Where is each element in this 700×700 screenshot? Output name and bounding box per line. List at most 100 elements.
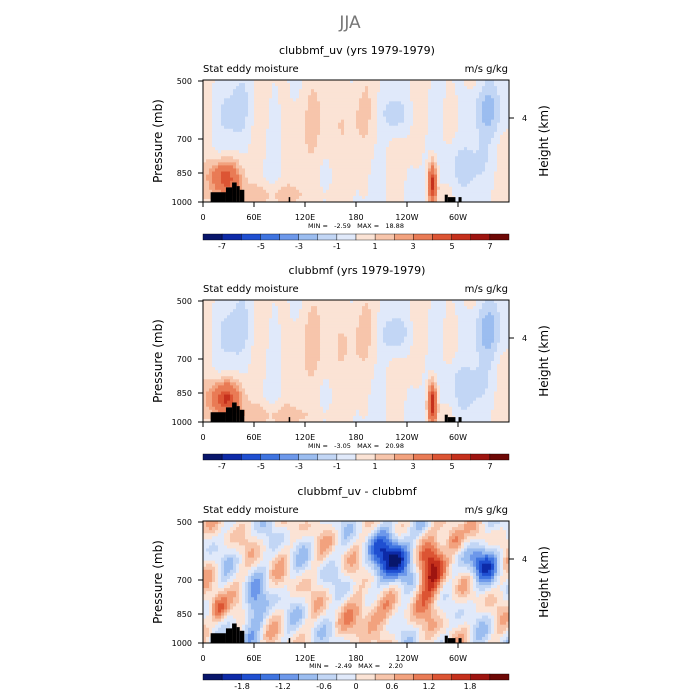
contour-cell	[314, 174, 318, 178]
contour-cell	[470, 159, 474, 163]
contour-cell	[335, 156, 339, 160]
contour-cell	[452, 134, 456, 139]
contour-cell	[407, 101, 411, 105]
contour-cell	[335, 141, 339, 145]
contour-cell	[494, 128, 498, 133]
contour-cell	[230, 113, 234, 117]
contour-cell	[308, 122, 312, 127]
contour-cell	[440, 137, 444, 142]
contour-cell	[437, 83, 441, 87]
contour-cell	[413, 89, 417, 93]
contour-cell	[485, 300, 489, 304]
contour-cell	[410, 300, 414, 304]
colorbar-swatch	[260, 233, 280, 241]
contour-cell	[245, 131, 249, 136]
contour-cell	[314, 104, 318, 108]
contour-cell	[383, 122, 387, 127]
contour-cell	[248, 318, 252, 322]
contour-cell	[368, 180, 372, 185]
contour-cell	[266, 177, 270, 182]
contour-cell	[410, 104, 414, 108]
contour-cell	[272, 95, 276, 99]
contour-cell	[386, 180, 390, 185]
contour-cell	[206, 137, 210, 142]
contour-cell	[407, 312, 411, 316]
contour-cell	[401, 189, 405, 194]
contour-cell	[257, 104, 261, 108]
contour-cell	[209, 125, 213, 130]
contour-cell	[386, 162, 390, 166]
contour-cell	[467, 147, 471, 151]
contour-cell	[467, 144, 471, 148]
contour-cell	[293, 144, 297, 148]
contour-cell	[464, 113, 468, 117]
contour-cell	[425, 92, 429, 96]
contour-cell	[254, 192, 258, 197]
contour-cell	[470, 195, 474, 200]
contour-cell	[269, 162, 273, 166]
contour-cell	[224, 110, 228, 114]
contour-cell	[341, 150, 345, 154]
contour-cell	[323, 125, 327, 130]
contour-cell	[233, 303, 237, 307]
contour-cell	[242, 174, 246, 178]
contour-cell	[377, 306, 381, 310]
contour-cell	[359, 300, 363, 304]
contour-cell	[236, 159, 240, 163]
contour-cell	[446, 162, 450, 166]
contour-cell	[338, 162, 342, 166]
contour-cell	[410, 141, 414, 145]
contour-cell	[350, 128, 354, 133]
contour-cell	[212, 156, 216, 160]
contour-cell	[473, 168, 477, 172]
contour-cell	[374, 162, 378, 166]
contour-cell	[407, 110, 411, 114]
contour-cell	[305, 195, 309, 200]
contour-cell	[287, 137, 291, 142]
contour-cell	[284, 324, 288, 328]
contour-cell	[377, 180, 381, 185]
contour-cell	[503, 147, 507, 151]
contour-cell	[434, 125, 438, 130]
contour-cell	[443, 318, 447, 322]
contour-cell	[242, 156, 246, 160]
contour-cell	[491, 174, 495, 178]
contour-cell	[419, 131, 423, 136]
contour-cell	[383, 98, 387, 102]
contour-cell	[404, 153, 408, 157]
contour-cell	[389, 89, 393, 93]
contour-cell	[326, 122, 330, 127]
contour-cell	[236, 306, 240, 310]
contour-cell	[266, 303, 270, 307]
contour-cell	[308, 104, 312, 108]
contour-cell	[329, 86, 333, 90]
contour-cell	[371, 300, 375, 304]
contour-cell	[443, 104, 447, 108]
contour-cell	[308, 312, 312, 316]
contour-cell	[353, 195, 357, 200]
contour-cell	[299, 104, 303, 108]
contour-cell	[272, 198, 276, 203]
contour-cell	[203, 192, 207, 197]
contour-cell	[398, 86, 402, 90]
contour-cell	[422, 101, 426, 105]
contour-cell	[404, 189, 408, 194]
contour-cell	[455, 180, 459, 185]
contour-cell	[491, 195, 495, 200]
contour-cell	[248, 312, 252, 316]
contour-cell	[296, 119, 300, 124]
contour-cell	[425, 134, 429, 139]
contour-cell	[254, 309, 258, 313]
contour-cell	[437, 110, 441, 114]
contour-cell	[203, 128, 207, 133]
contour-cell	[257, 113, 261, 117]
contour-cell	[470, 101, 474, 105]
contour-cell	[365, 198, 369, 203]
contour-cell	[404, 122, 408, 127]
contour-cell	[236, 122, 240, 127]
contour-cell	[317, 137, 321, 142]
contour-cell	[374, 141, 378, 145]
contour-cell	[281, 183, 285, 188]
contour-cell	[206, 89, 210, 93]
contour-cell	[353, 137, 357, 142]
